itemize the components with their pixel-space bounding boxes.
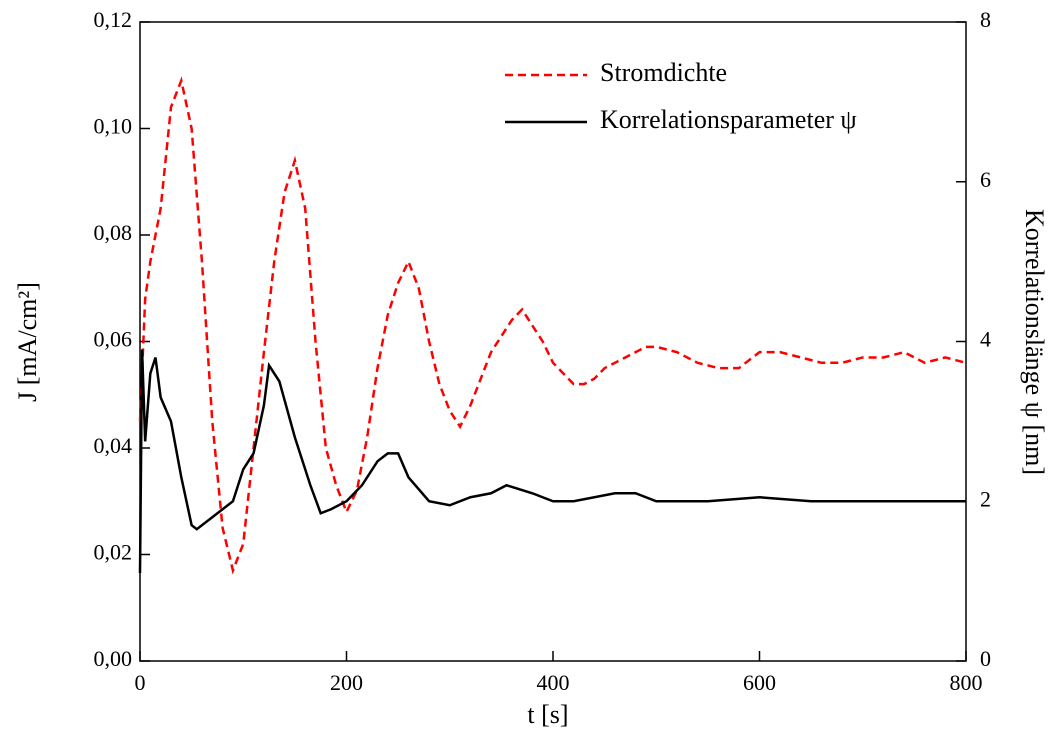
x-tick-label: 0 <box>135 670 146 695</box>
y2-tick-label: 2 <box>980 486 991 511</box>
x-tick-label: 400 <box>537 670 570 695</box>
y-tick-label: 0,08 <box>94 220 133 245</box>
y-tick-label: 0,06 <box>94 327 133 352</box>
x-tick-label: 600 <box>743 670 776 695</box>
y2-tick-label: 0 <box>980 646 991 671</box>
y2-axis-label: Korrelationslänge ψ [nm] <box>1020 209 1049 475</box>
y-tick-label: 0,12 <box>94 7 133 32</box>
x-axis-label: t [s] <box>527 700 568 729</box>
y2-tick-label: 4 <box>980 327 991 352</box>
y2-tick-label: 6 <box>980 167 991 192</box>
legend-label: Stromdichte <box>600 58 727 87</box>
y2-tick-label: 8 <box>980 7 991 32</box>
legend-label: Korrelationsparameter ψ <box>600 105 857 134</box>
y-axis-label: J [mA/cm²] <box>13 282 42 402</box>
x-tick-label: 200 <box>330 670 363 695</box>
y-tick-label: 0,02 <box>94 540 133 565</box>
series-line <box>138 349 966 574</box>
x-tick-label: 800 <box>950 670 983 695</box>
y-tick-label: 0,00 <box>94 646 133 671</box>
y-tick-label: 0,04 <box>94 433 133 458</box>
y-tick-label: 0,10 <box>94 114 133 139</box>
series-line <box>138 76 967 575</box>
